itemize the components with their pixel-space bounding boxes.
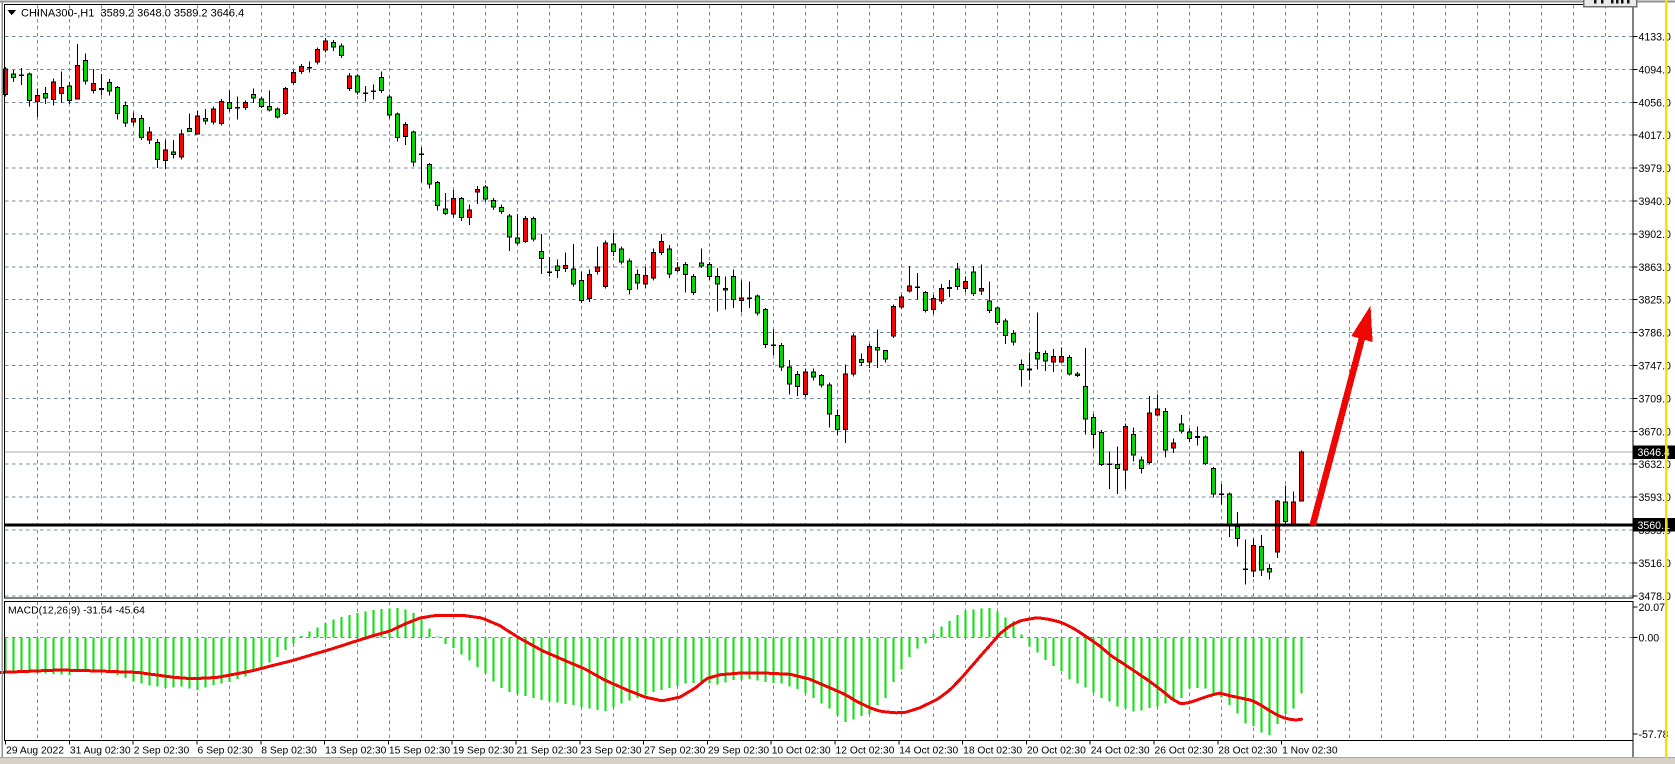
svg-text:3478.0: 3478.0 xyxy=(1639,591,1672,603)
svg-text:3979.0: 3979.0 xyxy=(1639,163,1672,175)
svg-text:3786.0: 3786.0 xyxy=(1639,328,1672,340)
svg-text:20.07: 20.07 xyxy=(1639,602,1666,614)
svg-text:20 Oct 02:30: 20 Oct 02:30 xyxy=(1027,746,1086,757)
svg-text:19 Sep 02:30: 19 Sep 02:30 xyxy=(453,746,515,757)
svg-text:12 Oct 02:30: 12 Oct 02:30 xyxy=(836,746,895,757)
svg-text:MACD(12,26,9) -31.54 -45.64: MACD(12,26,9) -31.54 -45.64 xyxy=(8,606,145,617)
svg-text:3902.0: 3902.0 xyxy=(1639,229,1672,241)
svg-text:3632.0: 3632.0 xyxy=(1639,459,1672,471)
svg-text:3709.0: 3709.0 xyxy=(1639,393,1672,405)
svg-text:8 Sep 02:30: 8 Sep 02:30 xyxy=(261,746,317,757)
svg-text:31 Aug 02:30: 31 Aug 02:30 xyxy=(70,746,131,757)
svg-text:4094.0: 4094.0 xyxy=(1639,64,1672,76)
svg-text:3560.1: 3560.1 xyxy=(1638,520,1671,532)
svg-text:3646.4: 3646.4 xyxy=(1638,447,1671,459)
svg-text:28 Oct 02:30: 28 Oct 02:30 xyxy=(1218,746,1277,757)
svg-text:14 Oct 02:30: 14 Oct 02:30 xyxy=(899,746,958,757)
svg-text:3516.0: 3516.0 xyxy=(1639,558,1672,570)
svg-text:26 Oct 02:30: 26 Oct 02:30 xyxy=(1155,746,1214,757)
svg-text:21 Sep 02:30: 21 Sep 02:30 xyxy=(517,746,579,757)
svg-text:0.00: 0.00 xyxy=(1639,632,1660,644)
svg-text:10 Oct 02:30: 10 Oct 02:30 xyxy=(772,746,831,757)
svg-text:3747.0: 3747.0 xyxy=(1639,361,1672,373)
svg-text:6 Sep 02:30: 6 Sep 02:30 xyxy=(198,746,254,757)
svg-text:3670.0: 3670.0 xyxy=(1639,426,1672,438)
svg-text:1 Nov 02:30: 1 Nov 02:30 xyxy=(1282,746,1338,757)
svg-text:3940.0: 3940.0 xyxy=(1639,196,1672,208)
svg-text:15 Sep 02:30: 15 Sep 02:30 xyxy=(389,746,451,757)
svg-text:29 Sep 02:30: 29 Sep 02:30 xyxy=(708,746,770,757)
svg-text:18 Oct 02:30: 18 Oct 02:30 xyxy=(963,746,1022,757)
svg-text:4133.0: 4133.0 xyxy=(1639,32,1672,44)
svg-text:2 Sep 02:30: 2 Sep 02:30 xyxy=(134,746,190,757)
svg-text:-57.78: -57.78 xyxy=(1639,729,1669,741)
svg-text:27 Sep 02:30: 27 Sep 02:30 xyxy=(644,746,706,757)
svg-text:3825.0: 3825.0 xyxy=(1639,295,1672,307)
svg-text:CHINA300-,H1 3589.2 3648.0 35: CHINA300-,H1 3589.2 3648.0 3589.2 3646.4 xyxy=(21,8,244,20)
svg-text:4017.0: 4017.0 xyxy=(1639,130,1672,142)
svg-text:29 Aug 2022: 29 Aug 2022 xyxy=(6,746,64,757)
svg-text:24 Oct 02:30: 24 Oct 02:30 xyxy=(1091,746,1150,757)
svg-text:4056.0: 4056.0 xyxy=(1639,97,1672,109)
svg-text:23 Sep 02:30: 23 Sep 02:30 xyxy=(580,746,642,757)
svg-text:3593.0: 3593.0 xyxy=(1639,492,1672,504)
svg-text:3863.0: 3863.0 xyxy=(1639,262,1672,274)
svg-text:13 Sep 02:30: 13 Sep 02:30 xyxy=(325,746,387,757)
